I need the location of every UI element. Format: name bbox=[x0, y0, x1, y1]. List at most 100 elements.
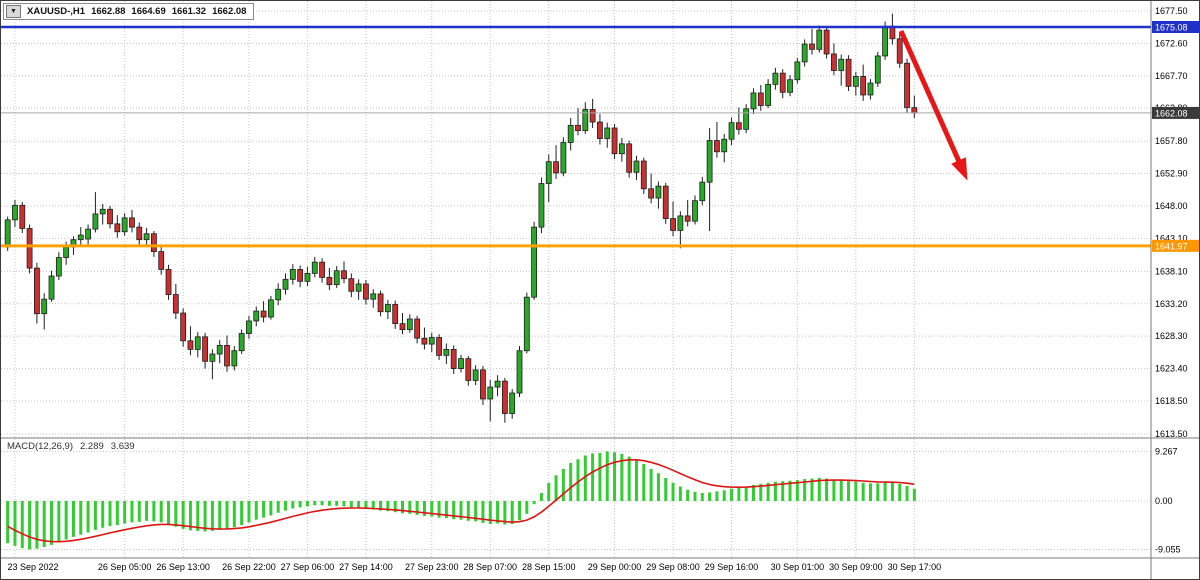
macd-histogram-bar bbox=[488, 501, 492, 525]
macd-histogram-bar bbox=[905, 486, 909, 501]
macd-histogram-bar bbox=[825, 478, 829, 501]
macd-histogram-bar bbox=[159, 501, 163, 523]
price-axis-label: 1652.90 bbox=[1155, 169, 1188, 179]
current-price-box-label: 1662.08 bbox=[1155, 108, 1188, 118]
bull-candle-body bbox=[311, 261, 318, 274]
bear-candle-body bbox=[911, 107, 918, 114]
time-axis-label: 26 Sep 05:00 bbox=[98, 562, 152, 572]
macd-histogram-bar bbox=[466, 501, 470, 521]
macd-histogram-bar bbox=[554, 475, 558, 501]
price-axis-label: 1633.20 bbox=[1155, 299, 1188, 309]
bull-candle-body bbox=[48, 275, 55, 300]
bull-candle-body bbox=[721, 138, 728, 153]
symbol-timeframe-label: XAUUSD-,H1 bbox=[27, 6, 86, 17]
bull-candle-body bbox=[538, 183, 545, 228]
resistance-level-box bbox=[1152, 20, 1199, 33]
macd-histogram-bar bbox=[335, 501, 339, 506]
bull-candle-body bbox=[282, 278, 289, 290]
bear-candle-body bbox=[757, 92, 764, 106]
macd-histogram-bar bbox=[474, 501, 478, 522]
bull-candle-body bbox=[509, 392, 516, 414]
macd-histogram-bar bbox=[730, 488, 734, 501]
macd-histogram-bar bbox=[247, 501, 251, 523]
bull-candle-body bbox=[743, 108, 750, 130]
bull-candle-body bbox=[238, 333, 245, 352]
macd-histogram-bar bbox=[284, 501, 288, 511]
time-axis-label: 23 Sep 2022 bbox=[7, 562, 58, 572]
bear-candle-body bbox=[823, 29, 830, 55]
macd-histogram-bar bbox=[583, 455, 587, 501]
time-axis-label: 29 Sep 08:00 bbox=[646, 562, 700, 572]
macd-histogram-bar bbox=[320, 501, 324, 506]
bear-candle-body bbox=[180, 312, 187, 342]
macd-histogram-bar bbox=[912, 488, 916, 501]
bull-candle-body bbox=[99, 208, 106, 215]
bear-candle-body bbox=[129, 217, 135, 228]
bull-candle-body bbox=[633, 160, 640, 173]
macd-histogram-bar bbox=[613, 452, 617, 501]
bull-candle-body bbox=[121, 217, 128, 233]
macd-histogram-bar bbox=[510, 501, 514, 525]
macd-histogram-bar bbox=[839, 480, 843, 501]
macd-histogram-bar bbox=[803, 479, 807, 501]
macd-histogram-bar bbox=[357, 501, 361, 508]
macd-histogram-bar bbox=[6, 501, 10, 544]
bull-candle-body bbox=[77, 234, 84, 241]
macd-histogram-bar bbox=[123, 501, 127, 524]
macd-histogram-bar bbox=[525, 501, 529, 514]
macd-histogram-bar bbox=[671, 482, 675, 501]
bear-candle-body bbox=[450, 348, 457, 369]
macd-histogram-bar bbox=[145, 501, 149, 521]
bull-candle-body bbox=[706, 140, 713, 183]
trend-arrow-head[interactable] bbox=[951, 157, 968, 181]
macd-histogram-bar bbox=[532, 501, 536, 505]
bear-candle-body bbox=[414, 318, 421, 339]
bull-candle-body bbox=[458, 358, 464, 369]
bear-candle-body bbox=[19, 204, 26, 229]
macd-histogram-bar bbox=[203, 501, 207, 532]
bull-candle-body bbox=[384, 304, 391, 313]
bear-candle-body bbox=[860, 76, 867, 96]
price-axis-label: 1643.10 bbox=[1155, 233, 1188, 243]
macd-histogram-bar bbox=[708, 492, 712, 501]
time-axis-label: 29 Sep 00:00 bbox=[588, 562, 642, 572]
time-axis-label: 26 Sep 22:00 bbox=[222, 562, 276, 572]
chart-menu-button[interactable]: ▼ bbox=[6, 5, 21, 18]
macd-axis-label: 9.267 bbox=[1155, 446, 1178, 456]
bull-candle-body bbox=[655, 185, 662, 199]
price-axis-label: 1618.50 bbox=[1155, 396, 1188, 406]
bull-candle-body bbox=[604, 127, 611, 139]
bear-candle-body bbox=[158, 251, 165, 270]
macd-histogram-bar bbox=[108, 501, 112, 527]
bull-candle-body bbox=[355, 283, 362, 292]
macd-histogram-bar bbox=[386, 501, 390, 512]
bear-candle-body bbox=[260, 310, 267, 318]
macd-histogram-bar bbox=[437, 501, 441, 518]
macd-histogram-bar bbox=[868, 483, 872, 501]
macd-histogram-bar bbox=[715, 491, 719, 501]
resistance-level-box-label: 1675.08 bbox=[1155, 22, 1188, 32]
bull-candle-body bbox=[289, 269, 296, 280]
macd-histogram-bar bbox=[876, 483, 880, 501]
macd-axis-label: -9.055 bbox=[1155, 544, 1181, 554]
bull-candle-body bbox=[194, 336, 201, 350]
bear-candle-body bbox=[662, 185, 669, 219]
trend-arrow-line[interactable] bbox=[898, 29, 963, 166]
bull-candle-body bbox=[523, 296, 530, 352]
macd-histogram-bar bbox=[408, 501, 412, 514]
macd-histogram-bar bbox=[50, 501, 54, 545]
macd-histogram-bar bbox=[539, 492, 543, 501]
macd-histogram-bar bbox=[817, 477, 821, 501]
macd-histogram-bar bbox=[115, 501, 119, 526]
bear-candle-body bbox=[224, 345, 230, 367]
bull-candle-body bbox=[692, 200, 698, 222]
bull-candle-body bbox=[582, 109, 589, 132]
macd-histogram-bar bbox=[452, 501, 456, 520]
macd-histogram-bar bbox=[28, 501, 32, 550]
bear-candle-body bbox=[421, 337, 428, 345]
macd-histogram-bar bbox=[35, 501, 39, 549]
macd-histogram-bar bbox=[591, 453, 595, 501]
bear-candle-body bbox=[480, 369, 486, 400]
open-value: 1662.88 bbox=[91, 6, 126, 17]
